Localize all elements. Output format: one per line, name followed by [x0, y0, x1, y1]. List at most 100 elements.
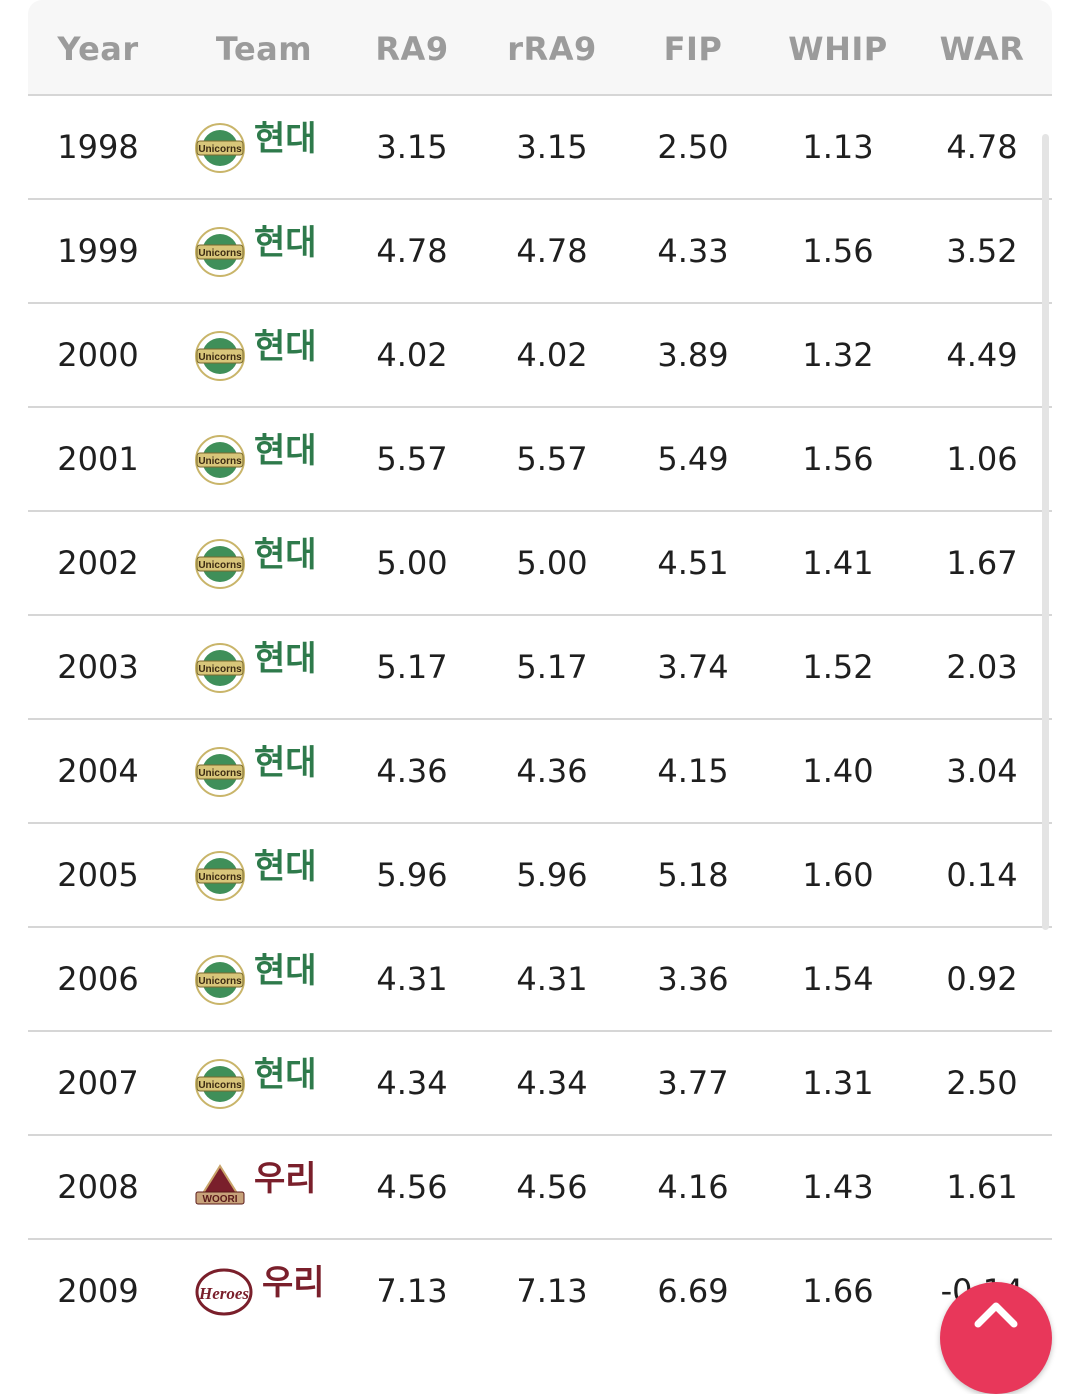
header-rra9[interactable]: rRA9 — [507, 30, 597, 68]
unicorns-logo-icon: Unicorns — [194, 538, 246, 590]
cell-whip: 1.31 — [802, 1064, 874, 1102]
team-cell[interactable]: Unicorns 현대 — [194, 846, 334, 902]
cell-fip: 6.69 — [657, 1272, 729, 1310]
team-name: 현대 — [254, 847, 317, 887]
cell-rra9: 5.00 — [516, 544, 588, 582]
cell-rra9: 4.78 — [516, 232, 588, 270]
table-row[interactable]: 2001 5.57 5.57 5.49 1.56 1.06 Unicorns 현대 — [28, 408, 1052, 512]
cell-year: 2009 — [57, 1272, 139, 1310]
table-row[interactable]: 1999 4.78 4.78 4.33 1.56 3.52 Unicorns 현대 — [28, 200, 1052, 304]
cell-fip: 4.16 — [657, 1168, 729, 1206]
header-year[interactable]: Year — [57, 30, 139, 68]
header-war[interactable]: WAR — [939, 30, 1025, 68]
team-name: 현대 — [254, 431, 317, 471]
svg-text:Unicorns: Unicorns — [198, 976, 242, 987]
cell-war: 2.50 — [946, 1064, 1018, 1102]
cell-ra9: 4.78 — [376, 232, 448, 270]
table-row[interactable]: 2004 4.36 4.36 4.15 1.40 3.04 Unicorns 현대 — [28, 720, 1052, 824]
cell-war: 1.61 — [946, 1168, 1018, 1206]
svg-text:Unicorns: Unicorns — [198, 768, 242, 779]
cell-war: 3.52 — [946, 232, 1018, 270]
table-header: Year Team RA9 rRA9 FIP WHIP WAR — [28, 0, 1052, 96]
team-cell[interactable]: Unicorns 현대 — [194, 1054, 334, 1110]
team-cell[interactable]: Unicorns 현대 — [194, 326, 334, 382]
table-row[interactable]: 2000 4.02 4.02 3.89 1.32 4.49 Unicorns 현대 — [28, 304, 1052, 408]
cell-whip: 1.32 — [802, 336, 874, 374]
cell-whip: 1.40 — [802, 752, 874, 790]
cell-war: 1.67 — [946, 544, 1018, 582]
scrollbar[interactable] — [1042, 134, 1049, 930]
unicorns-logo-icon: Unicorns — [194, 954, 246, 1006]
team-cell[interactable]: Unicorns 현대 — [194, 950, 334, 1006]
cell-ra9: 7.13 — [376, 1272, 448, 1310]
cell-rra9: 5.96 — [516, 856, 588, 894]
cell-fip: 3.74 — [657, 648, 729, 686]
cell-fip: 5.49 — [657, 440, 729, 478]
cell-ra9: 5.00 — [376, 544, 448, 582]
cell-ra9: 4.02 — [376, 336, 448, 374]
team-name: 현대 — [254, 119, 317, 159]
team-name: 현대 — [254, 639, 317, 679]
header-ra9[interactable]: RA9 — [375, 30, 449, 68]
cell-fip: 5.18 — [657, 856, 729, 894]
cell-rra9: 7.13 — [516, 1272, 588, 1310]
team-cell[interactable]: Heroes 우리 — [194, 1262, 334, 1318]
table-row[interactable]: 1998 3.15 3.15 2.50 1.13 4.78 Unicorns 현대 — [28, 96, 1052, 200]
unicorns-logo-icon: Unicorns — [194, 850, 246, 902]
team-cell[interactable]: Unicorns 현대 — [194, 534, 334, 590]
header-whip[interactable]: WHIP — [788, 30, 888, 68]
team-cell[interactable]: Unicorns 현대 — [194, 742, 334, 798]
cell-war: 3.04 — [946, 752, 1018, 790]
cell-war: 0.14 — [946, 856, 1018, 894]
svg-text:WOORI: WOORI — [203, 1194, 238, 1205]
cell-whip: 1.56 — [802, 440, 874, 478]
cell-fip: 3.77 — [657, 1064, 729, 1102]
svg-text:Unicorns: Unicorns — [198, 144, 242, 155]
table-row[interactable]: 2008 4.56 4.56 4.16 1.43 1.61 WOORI 우리 — [28, 1136, 1052, 1240]
header-fip[interactable]: FIP — [663, 30, 723, 68]
cell-war: 4.78 — [946, 128, 1018, 166]
cell-whip: 1.52 — [802, 648, 874, 686]
cell-fip: 4.15 — [657, 752, 729, 790]
table-row[interactable]: 2002 5.00 5.00 4.51 1.41 1.67 Unicorns 현대 — [28, 512, 1052, 616]
cell-whip: 1.54 — [802, 960, 874, 998]
cell-war: 0.92 — [946, 960, 1018, 998]
scroll-to-top-button[interactable] — [940, 1282, 1052, 1394]
table-row[interactable]: 2006 4.31 4.31 3.36 1.54 0.92 Unicorns 현대 — [28, 928, 1052, 1032]
cell-year: 2004 — [57, 752, 139, 790]
unicorns-logo-icon: Unicorns — [194, 1058, 246, 1110]
team-cell[interactable]: Unicorns 현대 — [194, 430, 334, 486]
team-cell[interactable]: WOORI 우리 — [194, 1158, 334, 1214]
team-name: 우리 — [254, 1159, 317, 1199]
cell-fip: 3.89 — [657, 336, 729, 374]
cell-year: 2006 — [57, 960, 139, 998]
table-row[interactable]: 2007 4.34 4.34 3.77 1.31 2.50 Unicorns 현대 — [28, 1032, 1052, 1136]
unicorns-logo-icon: Unicorns — [194, 122, 246, 174]
svg-text:Unicorns: Unicorns — [198, 1080, 242, 1091]
svg-text:Unicorns: Unicorns — [198, 456, 242, 467]
cell-year: 2000 — [57, 336, 139, 374]
cell-ra9: 4.56 — [376, 1168, 448, 1206]
unicorns-logo-icon: Unicorns — [194, 226, 246, 278]
table-row[interactable]: 2003 5.17 5.17 3.74 1.52 2.03 Unicorns 현대 — [28, 616, 1052, 720]
cell-whip: 1.43 — [802, 1168, 874, 1206]
unicorns-logo-icon: Unicorns — [194, 434, 246, 486]
team-cell[interactable]: Unicorns 현대 — [194, 638, 334, 694]
woori-heroes-logo-icon: WOORI — [194, 1162, 246, 1214]
header-team[interactable]: Team — [215, 30, 313, 68]
team-cell[interactable]: Unicorns 현대 — [194, 222, 334, 278]
cell-whip: 1.41 — [802, 544, 874, 582]
unicorns-logo-icon: Unicorns — [194, 330, 246, 382]
table-row[interactable]: 2005 5.96 5.96 5.18 1.60 0.14 Unicorns 현대 — [28, 824, 1052, 928]
cell-year: 2005 — [57, 856, 139, 894]
cell-year: 1998 — [57, 128, 139, 166]
cell-year: 1999 — [57, 232, 139, 270]
cell-rra9: 4.34 — [516, 1064, 588, 1102]
svg-text:Unicorns: Unicorns — [198, 248, 242, 259]
team-cell[interactable]: Unicorns 현대 — [194, 118, 334, 174]
team-name: 현대 — [254, 951, 317, 991]
cell-rra9: 5.17 — [516, 648, 588, 686]
svg-text:Unicorns: Unicorns — [198, 352, 242, 363]
heroes-logo-icon: Heroes — [194, 1266, 253, 1318]
